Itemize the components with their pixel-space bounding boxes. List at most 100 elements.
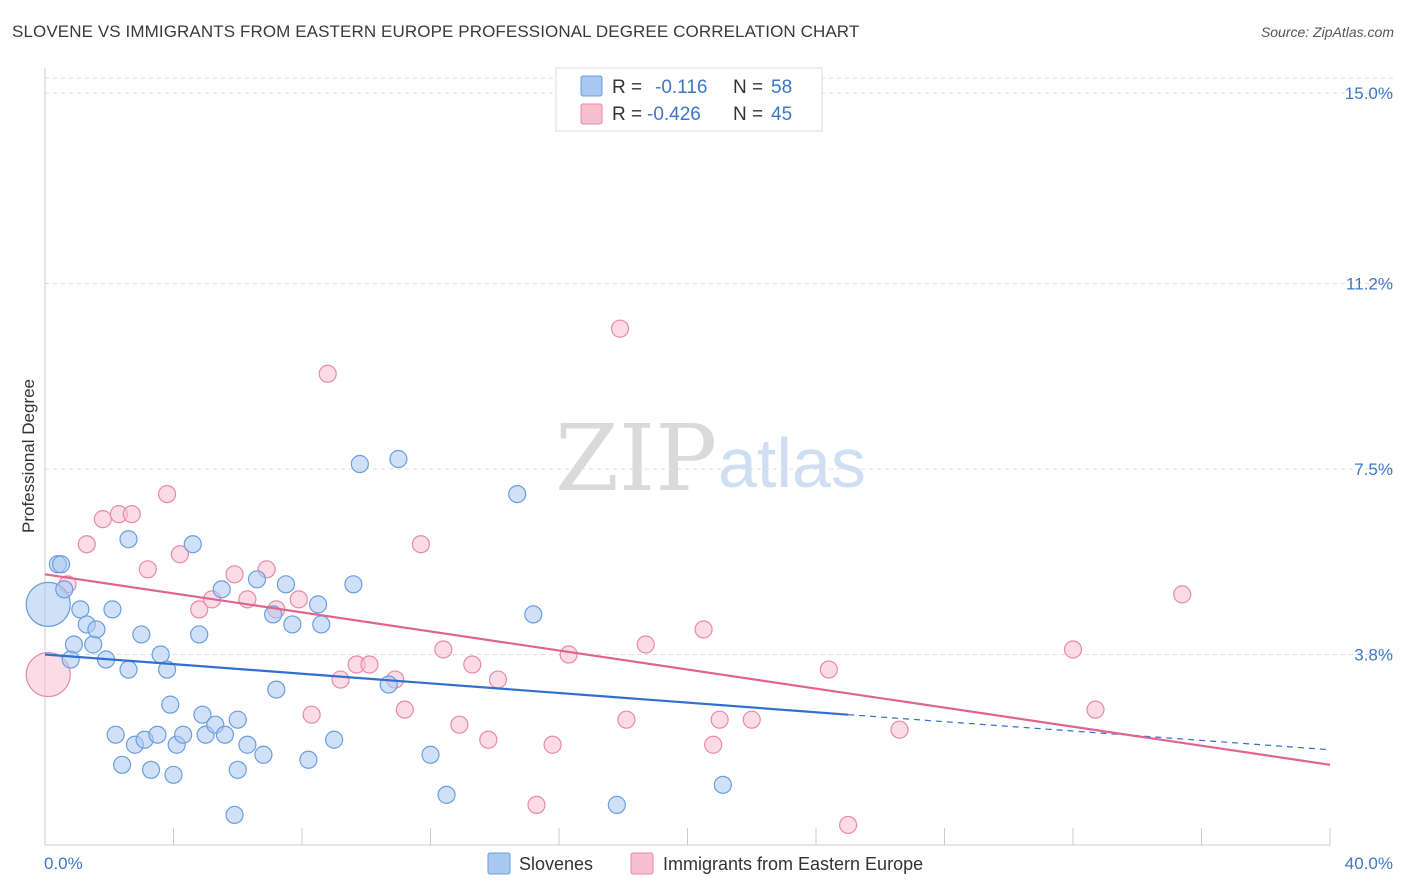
y-tick-label: 7.5% <box>1354 460 1393 479</box>
legend-r-value-2: -0.426 <box>647 104 701 125</box>
immigrants-point <box>890 720 909 739</box>
immigrants-point <box>450 715 469 734</box>
immigrants-point <box>488 670 508 689</box>
slovenes-point <box>299 750 318 769</box>
trend-lines <box>44 573 1331 766</box>
slovenes-point <box>247 570 267 589</box>
slovenes-point <box>161 695 180 714</box>
slovenes-point <box>263 605 283 624</box>
slovenes-point <box>64 635 84 654</box>
immigrants-point <box>138 560 157 579</box>
legend-n-label-1: N = <box>733 77 763 98</box>
immigrants-point <box>434 640 453 659</box>
slovenes-point <box>106 725 125 744</box>
slovenes-point <box>193 705 212 724</box>
slovenes-point <box>51 555 71 574</box>
slovenes-point <box>225 805 244 825</box>
slovenes-point <box>344 575 363 594</box>
slovenes-point <box>267 680 286 699</box>
slovenes-point <box>276 575 296 594</box>
immigrants-point <box>77 535 96 554</box>
slovenes-point <box>228 710 247 729</box>
slovenes-point <box>379 675 398 694</box>
watermark-zip: ZIP <box>555 405 717 512</box>
slovenes-point <box>308 595 328 614</box>
legend-r-label-2: R = <box>612 104 642 125</box>
immigrants-point <box>360 655 379 674</box>
slovenes-point <box>312 615 331 634</box>
immigrants-point <box>617 710 636 729</box>
immigrants-point <box>479 730 498 749</box>
immigrants-point <box>742 710 761 729</box>
slovenes-point <box>112 755 132 774</box>
legend-n-label-2: N = <box>733 104 763 125</box>
slovenes-point <box>87 620 106 639</box>
immigrants-point <box>819 660 838 679</box>
immigrants-point <box>1086 700 1105 719</box>
immigrants-point <box>610 319 630 338</box>
slovenes-point <box>254 745 273 764</box>
immigrants-point <box>527 795 546 814</box>
bottom-legend-swatch-immigrants <box>630 852 654 875</box>
slovenes-point <box>524 605 543 624</box>
immigrants-point <box>395 700 414 719</box>
immigrants-point <box>559 645 578 664</box>
immigrants-point <box>636 635 655 654</box>
y-tick-label: 11.2% <box>1346 275 1393 294</box>
slovenes-point <box>437 785 456 804</box>
series-legend: Slovenes Immigrants from Eastern Europe <box>487 852 923 875</box>
series-immigrants-points <box>25 319 1192 835</box>
slovenes-point <box>508 484 527 504</box>
slovenes-point <box>119 660 138 679</box>
slovenes-point <box>283 615 302 634</box>
immigrants-point <box>225 565 244 584</box>
bottom-legend-swatch-slovenes <box>487 852 511 875</box>
immigrants-point <box>1173 585 1192 604</box>
immigrants-point <box>704 735 723 754</box>
chart-title: SLOVENE VS IMMIGRANTS FROM EASTERN EUROP… <box>12 22 860 41</box>
slovenes-point <box>238 735 257 754</box>
slovenes-trend-line <box>44 653 849 716</box>
legend-n-value-1: 58 <box>771 77 792 98</box>
bottom-legend-label-immigrants: Immigrants from Eastern Europe <box>663 854 923 874</box>
y-axis-label: Professional Degree <box>19 379 38 533</box>
immigrants-point <box>710 710 729 729</box>
legend-r-label-1: R = <box>612 77 642 98</box>
slovenes-point <box>61 650 80 669</box>
immigrants-point <box>302 705 321 724</box>
immigrants-point <box>543 735 562 754</box>
slovenes-point <box>713 775 732 794</box>
source-label: Source: ZipAtlas.com <box>1260 24 1394 40</box>
immigrants-point <box>289 590 308 609</box>
immigrants-point <box>122 505 141 524</box>
immigrants-point <box>157 484 177 504</box>
y-tick-label: 3.8% <box>1354 646 1393 665</box>
slovenes-point <box>183 535 202 554</box>
slovenes-point <box>148 725 167 744</box>
slovenes-point <box>157 660 177 679</box>
legend-r-value-1: -0.116 <box>655 77 707 98</box>
legend-n-value-2: 45 <box>771 104 792 125</box>
grid-lines <box>45 77 1393 656</box>
slovenes-point <box>421 745 440 764</box>
slovenes-point <box>164 765 183 784</box>
immigrants-point <box>331 670 350 689</box>
watermark-atlas: atlas <box>718 424 866 502</box>
bottom-legend-label-slovenes: Slovenes <box>519 854 593 874</box>
slovenes-point <box>103 600 122 619</box>
slovenes-point <box>215 725 234 744</box>
immigrants-trend-line <box>44 573 1331 766</box>
immigrants-point <box>463 655 482 674</box>
immigrants-point <box>170 545 190 564</box>
immigrants-point <box>411 535 430 554</box>
immigrants-point <box>318 364 337 383</box>
slovenes-point <box>84 635 103 654</box>
x-tick-label-min: 0.0% <box>44 854 83 873</box>
x-axis-ticks <box>44 828 1331 845</box>
slovenes-point <box>325 730 344 749</box>
immigrants-point <box>93 510 112 529</box>
slovenes-point <box>212 580 231 599</box>
slovenes-point <box>190 625 209 644</box>
slovenes-point <box>55 580 74 599</box>
